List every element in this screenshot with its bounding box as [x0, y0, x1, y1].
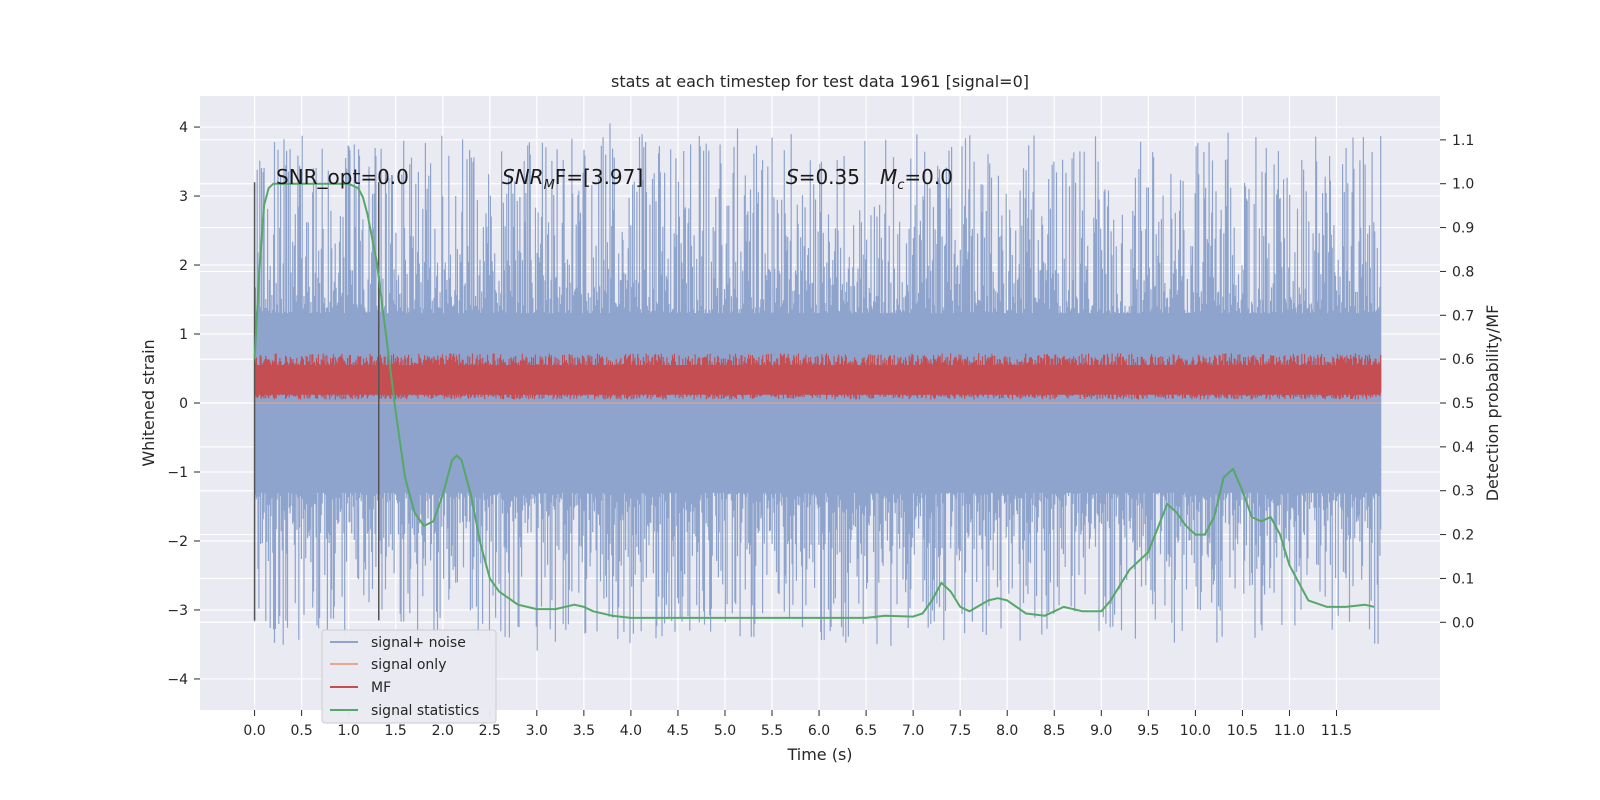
y2-tick-label: 0.8	[1452, 264, 1474, 280]
legend-box	[321, 629, 497, 724]
y-tick-label: 3	[179, 189, 188, 205]
x-tick-label: 2.5	[479, 723, 501, 739]
y2-tick-label: 0.5	[1452, 396, 1474, 412]
x-tick-label: 2.0	[432, 723, 454, 739]
x-tick-label: 9.0	[1090, 723, 1112, 739]
vertical-markers	[253, 182, 380, 621]
y-tick-label: −4	[167, 672, 188, 688]
y-tick-label: 2	[179, 258, 188, 274]
y-tick-label: −2	[167, 534, 188, 550]
y-tick-label: 4	[179, 120, 188, 136]
y-tick-label: −1	[167, 465, 188, 481]
x-tick-label: 10.5	[1227, 723, 1258, 739]
series-mf	[254, 353, 1382, 400]
legend-label-signal-noise: signal+ noise	[371, 635, 466, 651]
legend-label-signal-statistics: signal statistics	[371, 703, 479, 719]
y2-tick-label: 0.1	[1452, 571, 1474, 587]
x-tick-label: 3.5	[573, 723, 595, 739]
y2-tick-label: 1.1	[1452, 133, 1474, 149]
chart-title: stats at each timestep for test data 196…	[611, 72, 1029, 91]
annotation-s: S=0.35	[786, 165, 860, 189]
y2-tick-label: 0.3	[1452, 484, 1474, 500]
y2-tick-label: 0.6	[1452, 352, 1474, 368]
x-tick-label: 0.5	[290, 723, 312, 739]
y2-axis-label: Detection probability/MF	[1483, 305, 1502, 502]
x-tick-label: 10.0	[1180, 723, 1211, 739]
x-tick-label: 8.0	[996, 723, 1018, 739]
x-tick-label: 6.0	[808, 723, 830, 739]
y2-tick-label: 0.9	[1452, 221, 1474, 237]
annotation-snr-mf: SNRMF=[3.97]	[502, 165, 643, 193]
legend-label-signal-only: signal only	[371, 657, 446, 673]
left-y-axis-ticks: 4 3 2 1 0 −1 −2 −3 −4	[167, 120, 200, 688]
series-signal-statistics	[253, 182, 1375, 619]
x-tick-label: 1.5	[385, 723, 407, 739]
annotation-snr-opt: SNR_opt=0.0	[276, 165, 409, 189]
x-tick-label: 1.0	[338, 723, 360, 739]
x-axis-ticks: 0.0 0.5 1.0 1.5 2.0 2.5 3.0 3.5 4.0 4.5 5.0 5.5 6.0 6…	[243, 710, 1352, 739]
x-tick-label: 9.5	[1137, 723, 1159, 739]
x-tick-label: 0.0	[243, 723, 265, 739]
x-tick-label: 5.5	[761, 723, 783, 739]
y-tick-label: −3	[167, 603, 188, 619]
x-tick-label: 3.0	[526, 723, 548, 739]
x-tick-label: 4.0	[620, 723, 642, 739]
y2-tick-label: 0.4	[1452, 440, 1474, 456]
legend: signal+ noise signal only MF signal stat…	[321, 629, 497, 724]
x-tick-label: 7.5	[949, 723, 971, 739]
y2-tick-label: 0.2	[1452, 528, 1474, 544]
y2-tick-label: 1.0	[1452, 177, 1474, 193]
series-signal-noise	[254, 123, 1382, 651]
x-tick-label: 6.5	[855, 723, 877, 739]
annotation-mc: Mc=0.0	[880, 165, 953, 193]
x-tick-label: 8.5	[1043, 723, 1065, 739]
x-tick-label: 5.0	[714, 723, 736, 739]
y2-tick-label: 0.7	[1452, 308, 1474, 324]
x-tick-label: 11.5	[1321, 723, 1352, 739]
y-axis-label: Whitened strain	[139, 339, 158, 466]
legend-label-mf: MF	[371, 680, 391, 696]
y-tick-label: 1	[179, 327, 188, 343]
x-axis-label: Time (s)	[786, 745, 852, 764]
x-tick-label: 4.5	[667, 723, 689, 739]
right-y-axis-ticks: 1.1 1.0 0.9 0.8 0.7 0.6 0.5 0.4 0.3 0.2 0.1 0.0	[1440, 133, 1474, 631]
y2-tick-label: 0.0	[1452, 615, 1474, 631]
y-tick-label: 0	[179, 396, 188, 412]
x-tick-label: 7.0	[902, 723, 924, 739]
signal-statistics-line	[253, 182, 1375, 619]
x-tick-label: 11.0	[1274, 723, 1305, 739]
